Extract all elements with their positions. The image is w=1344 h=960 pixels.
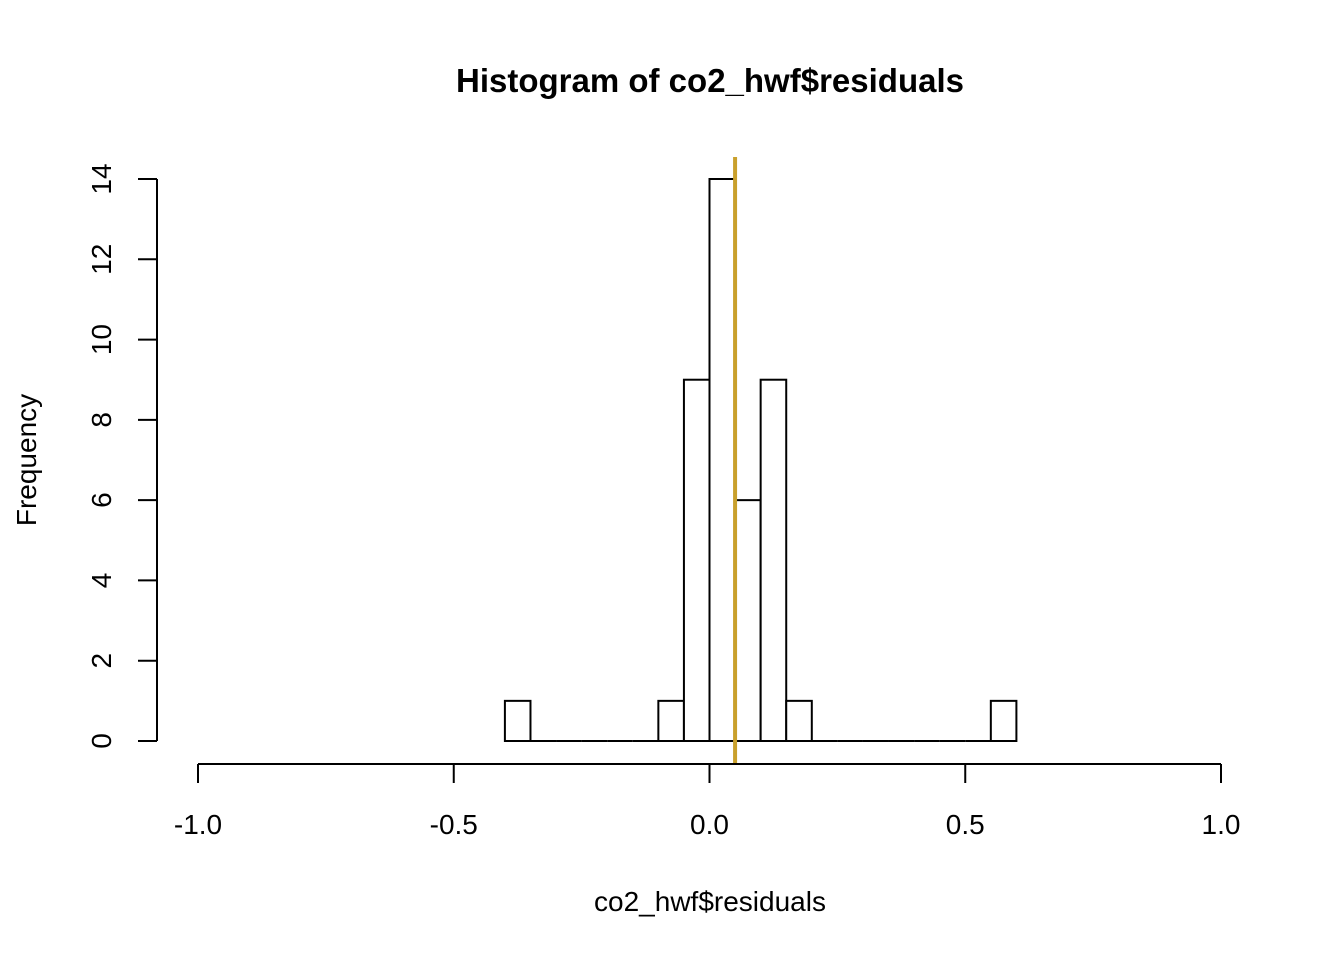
chart-title: Histogram of co2_hwf$residuals bbox=[456, 62, 964, 99]
y-tick-label: 2 bbox=[86, 653, 117, 669]
x-tick-label: 1.0 bbox=[1202, 809, 1241, 840]
y-tick-label: 10 bbox=[86, 324, 117, 355]
y-tick-label: 12 bbox=[86, 244, 117, 275]
histogram-bar bbox=[708, 178, 737, 742]
histogram-bar bbox=[682, 378, 711, 742]
histogram-bar bbox=[657, 699, 685, 742]
x-tick-label: -1.0 bbox=[174, 809, 222, 840]
y-axis: 0 2 4 6 8 10 12 14 bbox=[86, 163, 158, 749]
x-tick-label: 0.5 bbox=[946, 809, 985, 840]
histogram-bar bbox=[785, 699, 813, 742]
y-tick-label: 14 bbox=[86, 163, 117, 194]
x-axis-label: co2_hwf$residuals bbox=[594, 886, 826, 917]
y-tick-label: 6 bbox=[86, 492, 117, 508]
histogram-bar bbox=[734, 499, 762, 742]
x-axis: -1.0 -0.5 0.0 0.5 1.0 bbox=[174, 763, 1241, 840]
y-axis-label: Frequency bbox=[11, 394, 42, 526]
histogram-bar bbox=[503, 699, 532, 742]
y-tick-label: 4 bbox=[86, 573, 117, 589]
histogram-bar bbox=[989, 699, 1018, 742]
histogram-bar bbox=[759, 378, 788, 742]
histogram-bars bbox=[503, 178, 1018, 742]
x-tick-label: -0.5 bbox=[430, 809, 478, 840]
y-tick-label: 8 bbox=[86, 412, 117, 428]
x-tick-label: 0.0 bbox=[690, 809, 729, 840]
y-tick-label: 0 bbox=[86, 733, 117, 749]
